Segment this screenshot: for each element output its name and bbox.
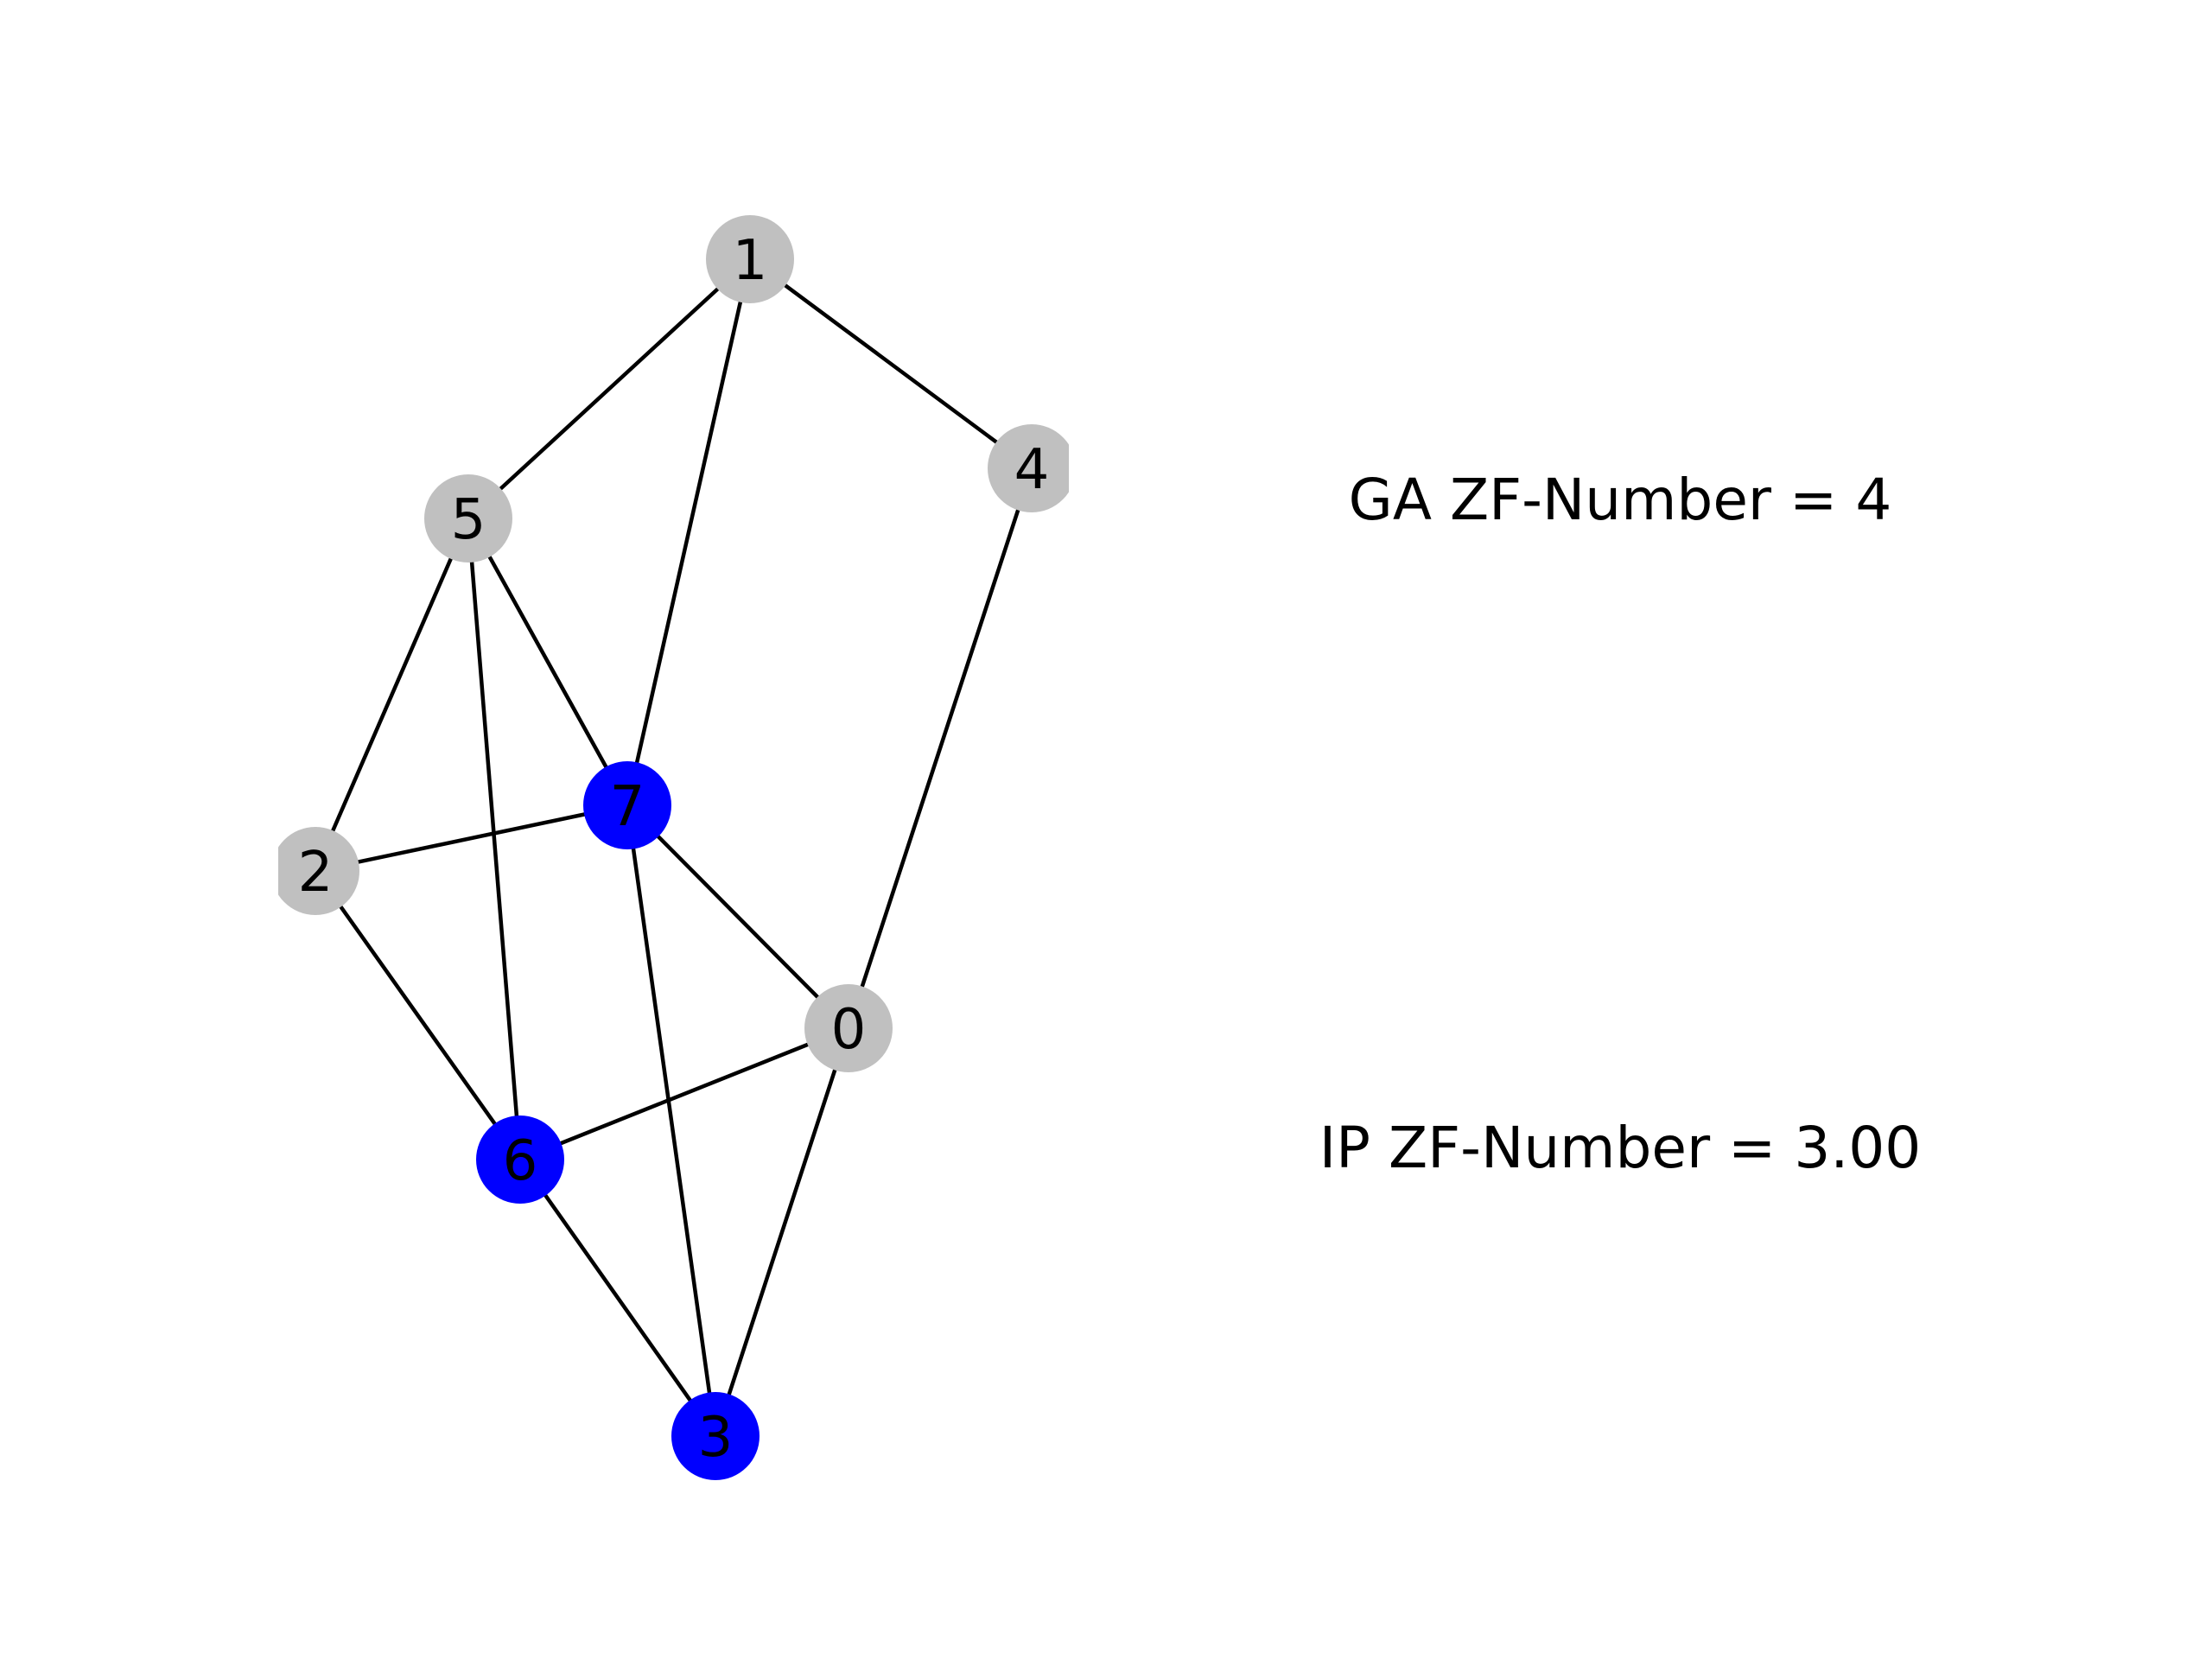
- node-6-label: 6: [503, 1129, 538, 1193]
- node-4-label: 4: [1014, 438, 1050, 502]
- node-0: 0: [804, 984, 893, 1072]
- node-3-label: 3: [698, 1406, 734, 1470]
- edge-7-0: [626, 804, 850, 1030]
- edge-1-5: [467, 257, 752, 520]
- edge-1-7: [625, 258, 753, 806]
- node-5: 5: [424, 474, 512, 563]
- edge-5-2: [313, 518, 471, 872]
- nodes-layer: 0 1 2 3 4 5 6 7: [278, 215, 1069, 1480]
- edge-0-3: [713, 1027, 851, 1437]
- node-6-circle: [476, 1116, 564, 1204]
- edge-4-0: [846, 467, 1034, 1029]
- node-4-circle: [988, 424, 1069, 512]
- node-5-circle: [424, 474, 512, 563]
- node-1-label: 1: [733, 229, 768, 293]
- node-3-circle: [671, 1392, 760, 1480]
- node-5-label: 5: [451, 488, 486, 552]
- node-0-circle: [804, 984, 893, 1072]
- ga-zf-number-label: GA ZF-Number = 4: [1348, 467, 1892, 533]
- node-7-circle: [583, 761, 671, 849]
- edge-6-3: [518, 1158, 717, 1438]
- edge-0-6: [519, 1026, 849, 1162]
- node-0-label: 0: [831, 998, 867, 1062]
- node-2-circle: [278, 827, 359, 915]
- node-1-circle: [706, 215, 794, 303]
- node-2: 2: [278, 827, 359, 915]
- node-7-label: 7: [610, 775, 645, 839]
- node-6: 6: [476, 1116, 564, 1204]
- edge-1-4: [748, 257, 1033, 470]
- edge-5-7: [467, 517, 629, 807]
- node-4: 4: [988, 424, 1069, 512]
- edge-2-7: [315, 803, 628, 874]
- ip-zf-number-label: IP ZF-Number = 3.00: [1319, 1115, 1922, 1181]
- edges-layer: [313, 257, 1034, 1438]
- edge-2-6: [314, 869, 522, 1161]
- edge-7-3: [625, 804, 718, 1437]
- node-3: 3: [671, 1392, 760, 1480]
- node-2-label: 2: [298, 841, 334, 905]
- node-1: 1: [706, 215, 794, 303]
- node-7: 7: [583, 761, 671, 849]
- edge-5-6: [466, 518, 523, 1160]
